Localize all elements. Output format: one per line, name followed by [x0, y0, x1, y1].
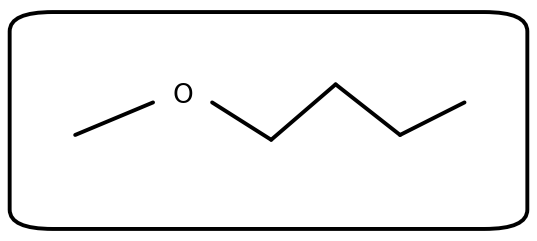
FancyBboxPatch shape: [10, 12, 527, 229]
Text: O: O: [172, 83, 193, 109]
